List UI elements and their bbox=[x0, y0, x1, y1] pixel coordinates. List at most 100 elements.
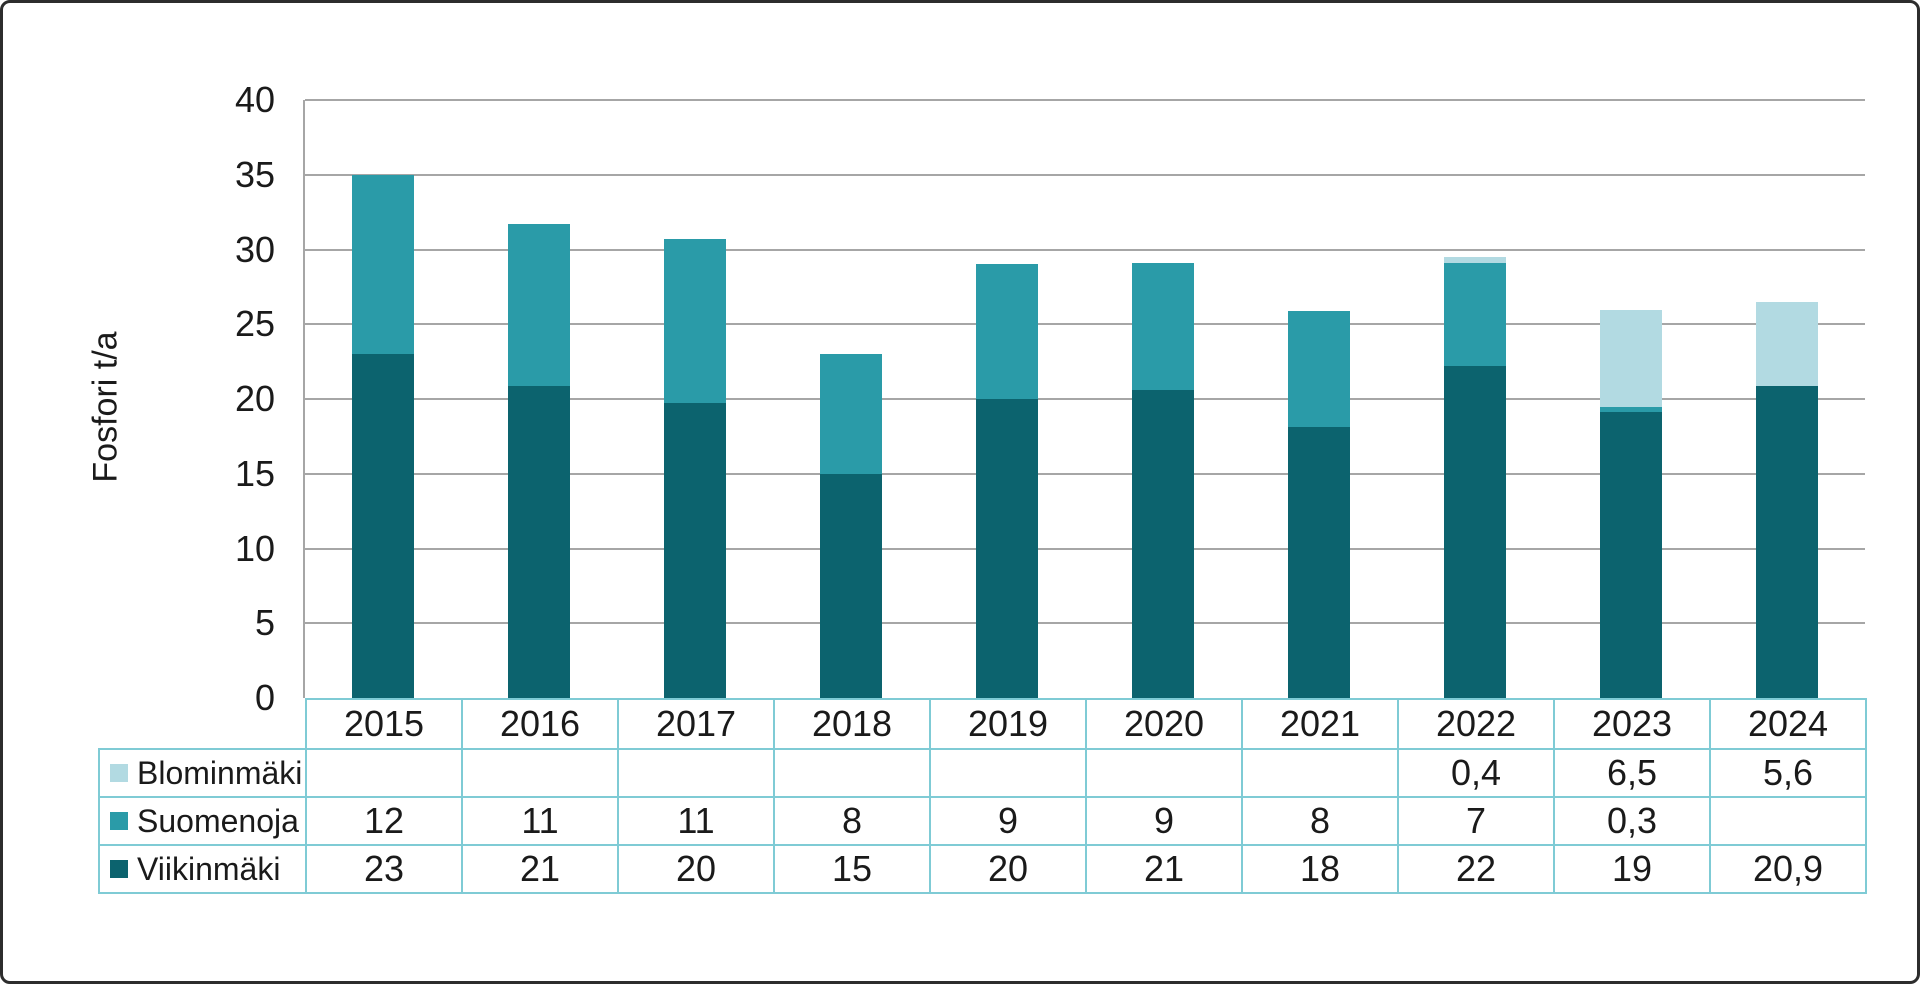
value-cell bbox=[1241, 748, 1399, 798]
year-header-cell: 2015 bbox=[305, 698, 463, 750]
value-cell: 23 bbox=[305, 844, 463, 894]
value-cell bbox=[461, 748, 619, 798]
y-axis-tick-label: 30 bbox=[234, 228, 275, 270]
year-header-cell: 2023 bbox=[1553, 698, 1711, 750]
value-cell: 20 bbox=[929, 844, 1087, 894]
legend-entry: Blominmäki bbox=[101, 754, 304, 792]
legend-entry: Suomenoja bbox=[101, 802, 304, 840]
bar-segment bbox=[508, 385, 570, 698]
gridline bbox=[305, 173, 1865, 176]
y-axis-tick-label: 40 bbox=[234, 79, 275, 120]
bar-segment bbox=[664, 239, 726, 404]
bar-segment bbox=[1600, 407, 1662, 413]
table-row: Viikinmäki 23 21 20 15 20 21 18 22 19 20,9 bbox=[98, 844, 1867, 894]
bar-segment bbox=[1600, 310, 1662, 408]
year-header-cell: 2016 bbox=[461, 698, 619, 750]
legend-cell: Blominmäki bbox=[98, 748, 307, 798]
value-cell: 15 bbox=[773, 844, 931, 894]
value-cell: 7 bbox=[1397, 796, 1555, 846]
legend-swatch-icon bbox=[110, 764, 128, 782]
value-cell bbox=[773, 748, 931, 798]
bar-segment bbox=[820, 473, 882, 698]
table-row-years: 2015 2016 2017 2018 2019 2020 2021 2022 2023 2024 bbox=[99, 698, 1867, 750]
value-cell: 8 bbox=[773, 796, 931, 846]
value-cell bbox=[305, 748, 463, 798]
value-cell: 8 bbox=[1241, 796, 1399, 846]
table-row: Suomenoja 12 11 11 8 9 9 8 7 0,3 bbox=[98, 796, 1867, 846]
bar-segment bbox=[1132, 390, 1194, 698]
bar-segment bbox=[1600, 412, 1662, 698]
year-header-cell: 2019 bbox=[929, 698, 1087, 750]
gridline bbox=[305, 248, 1865, 251]
gridline bbox=[305, 622, 1865, 625]
legend-swatch-icon bbox=[110, 812, 128, 830]
value-cell: 12 bbox=[305, 796, 463, 846]
value-cell bbox=[929, 748, 1087, 798]
value-cell bbox=[1709, 796, 1867, 846]
value-cell: 9 bbox=[1085, 796, 1243, 846]
value-cell bbox=[617, 748, 775, 798]
value-cell bbox=[1085, 748, 1243, 798]
table-row: Blominmäki 0,4 6,5 5,6 bbox=[98, 748, 1867, 798]
value-cell: 22 bbox=[1397, 844, 1555, 894]
value-cell: 20 bbox=[617, 844, 775, 894]
legend-label: Blominmäki bbox=[137, 754, 303, 791]
gridline bbox=[305, 398, 1865, 400]
bar-segment bbox=[1288, 310, 1350, 428]
gridline bbox=[305, 99, 1865, 101]
value-cell: 9 bbox=[929, 796, 1087, 846]
year-header-cell: 2020 bbox=[1085, 698, 1243, 750]
bar-segment bbox=[508, 224, 570, 386]
year-header-cell: 2024 bbox=[1709, 698, 1867, 750]
year-header-cell: 2017 bbox=[617, 698, 775, 750]
y-axis-tick-label: 0 bbox=[254, 677, 275, 718]
legend-label: Suomenoja bbox=[137, 802, 299, 839]
legend-cell: Suomenoja bbox=[98, 796, 307, 846]
bar-segment bbox=[1444, 262, 1506, 367]
gridline bbox=[305, 472, 1865, 475]
value-cell: 0,3 bbox=[1553, 796, 1711, 846]
y-axis-tick-label: 15 bbox=[234, 452, 275, 494]
y-axis-tick-label: 10 bbox=[234, 527, 275, 569]
value-cell: 20,9 bbox=[1709, 844, 1867, 894]
bar-segment bbox=[976, 264, 1038, 399]
bar-segment bbox=[664, 403, 726, 698]
bar-segment bbox=[1756, 385, 1818, 698]
value-cell: 19 bbox=[1553, 844, 1711, 894]
table-corner-empty bbox=[99, 699, 306, 749]
value-cell: 21 bbox=[1085, 844, 1243, 894]
value-cell: 5,6 bbox=[1709, 748, 1867, 798]
bar-segment bbox=[1444, 256, 1506, 263]
value-cell: 11 bbox=[617, 796, 775, 846]
value-cell: 11 bbox=[461, 796, 619, 846]
y-axis-tick-label: 5 bbox=[254, 602, 275, 644]
bar-segment bbox=[1288, 427, 1350, 698]
year-header-cell: 2021 bbox=[1241, 698, 1399, 750]
value-cell: 0,4 bbox=[1397, 748, 1555, 798]
value-cell: 21 bbox=[461, 844, 619, 894]
data-table: 2015 2016 2017 2018 2019 2020 2021 2022 2023 2024… bbox=[98, 698, 1867, 894]
legend-swatch-icon bbox=[110, 860, 128, 878]
gridline bbox=[305, 547, 1865, 550]
legend-entry: Viikinmäki bbox=[101, 850, 304, 888]
bar-segment bbox=[352, 354, 414, 698]
bar-segment bbox=[820, 354, 882, 474]
year-header-cell: 2018 bbox=[773, 698, 931, 750]
y-axis-tick-label: 25 bbox=[234, 303, 275, 345]
bar-segment bbox=[1444, 366, 1506, 698]
bar-segment bbox=[976, 399, 1038, 698]
y-axis-line bbox=[303, 100, 305, 698]
gridline bbox=[305, 323, 1865, 326]
y-axis-tick-label: 35 bbox=[234, 153, 275, 195]
value-cell: 6,5 bbox=[1553, 748, 1711, 798]
y-axis-title: Fosfori t/a bbox=[86, 331, 125, 483]
value-cell: 18 bbox=[1241, 844, 1399, 894]
y-axis-tick-label: 20 bbox=[234, 378, 275, 419]
year-header-cell: 2022 bbox=[1397, 698, 1555, 750]
legend-label: Viikinmäki bbox=[137, 850, 281, 887]
bar-segment bbox=[1132, 262, 1194, 391]
legend-cell: Viikinmäki bbox=[98, 844, 307, 894]
bar-segment bbox=[1756, 301, 1818, 386]
bar-segment bbox=[352, 174, 414, 355]
